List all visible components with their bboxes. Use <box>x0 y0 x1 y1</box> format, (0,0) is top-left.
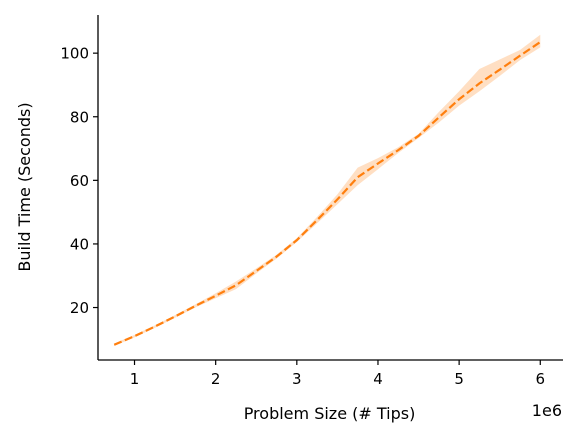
y-tick-label: 80 <box>70 108 89 126</box>
y-tick-label: 20 <box>70 299 89 317</box>
x-tick-label: 4 <box>373 370 383 388</box>
y-tick-label: 100 <box>60 45 89 63</box>
confidence-band-0 <box>114 34 541 347</box>
y-tick-label: 40 <box>70 235 89 253</box>
plot-area <box>113 34 541 347</box>
y-axis-title: Build Time (Seconds) <box>15 102 34 271</box>
tick-group: 1 2 3 4 5 6 20 40 60 80 100 <box>60 45 545 388</box>
x-tick-label: 6 <box>536 370 546 388</box>
y-tick-label: 60 <box>70 172 89 190</box>
series-line-0 <box>113 41 541 346</box>
x-tick-label: 1 <box>130 370 140 388</box>
x-tick-label: 5 <box>454 370 464 388</box>
x-tick-label: 3 <box>292 370 302 388</box>
x-axis-scale-label: 1e6 <box>532 401 562 420</box>
x-tick-label: 2 <box>211 370 221 388</box>
x-axis-title: Problem Size (# Tips) <box>244 404 416 423</box>
